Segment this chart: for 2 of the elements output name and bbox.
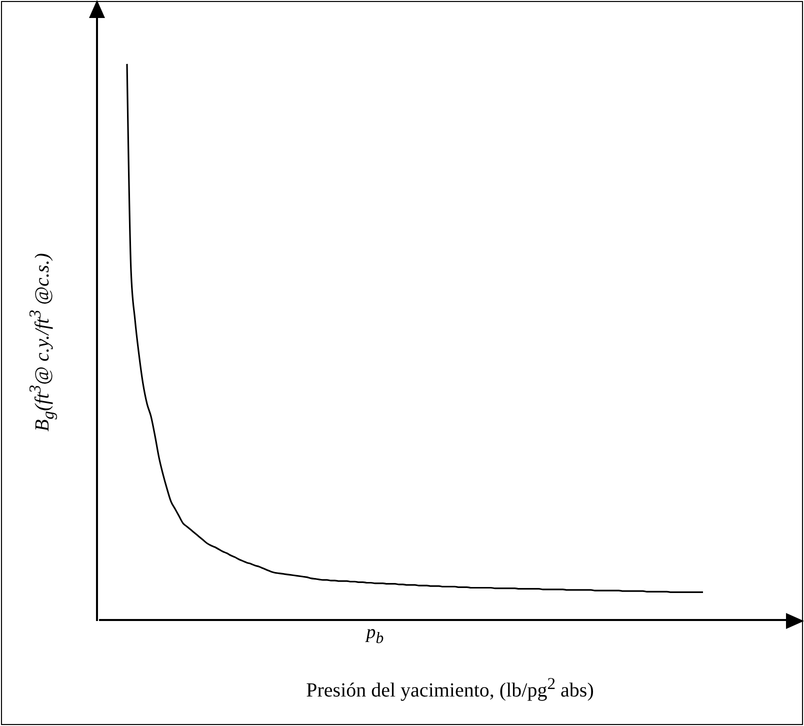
text: p$_{b}$: [364, 622, 385, 648]
x-axis-title: Presión del yacimiento, (lb/pg$^{2}$ abs): [305, 674, 595, 703]
